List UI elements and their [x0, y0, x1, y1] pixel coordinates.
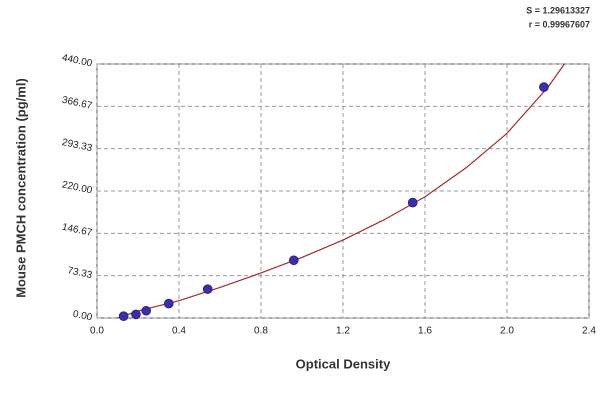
x-tick-label: 2.4 [582, 326, 596, 337]
fit-curve [117, 63, 565, 319]
data-point [288, 255, 299, 266]
data-point [163, 298, 174, 309]
data-point [131, 309, 141, 320]
y-axis-title: Mouse PMCH concentration (pg/ml) [13, 78, 28, 298]
data-point [118, 311, 129, 321]
x-tick-label: 0.0 [90, 326, 104, 337]
y-tick-label: 73.33 [66, 265, 93, 281]
x-tick-label: 0.4 [172, 326, 186, 337]
y-tick-label: 0.00 [72, 309, 94, 324]
annotation: S = 1.29613327 [526, 5, 590, 15]
x-axis-title: Optical Density [296, 356, 391, 371]
data-point [407, 197, 418, 208]
x-tick-label: 0.8 [254, 326, 268, 337]
annotation: r = 0.99967607 [529, 19, 590, 29]
data-point [141, 305, 151, 316]
x-tick-label: 1.6 [418, 326, 432, 337]
data-point [202, 284, 213, 294]
x-tick-label: 2.0 [500, 326, 514, 337]
data-point [539, 82, 549, 92]
x-tick-label: 1.2 [336, 326, 350, 337]
